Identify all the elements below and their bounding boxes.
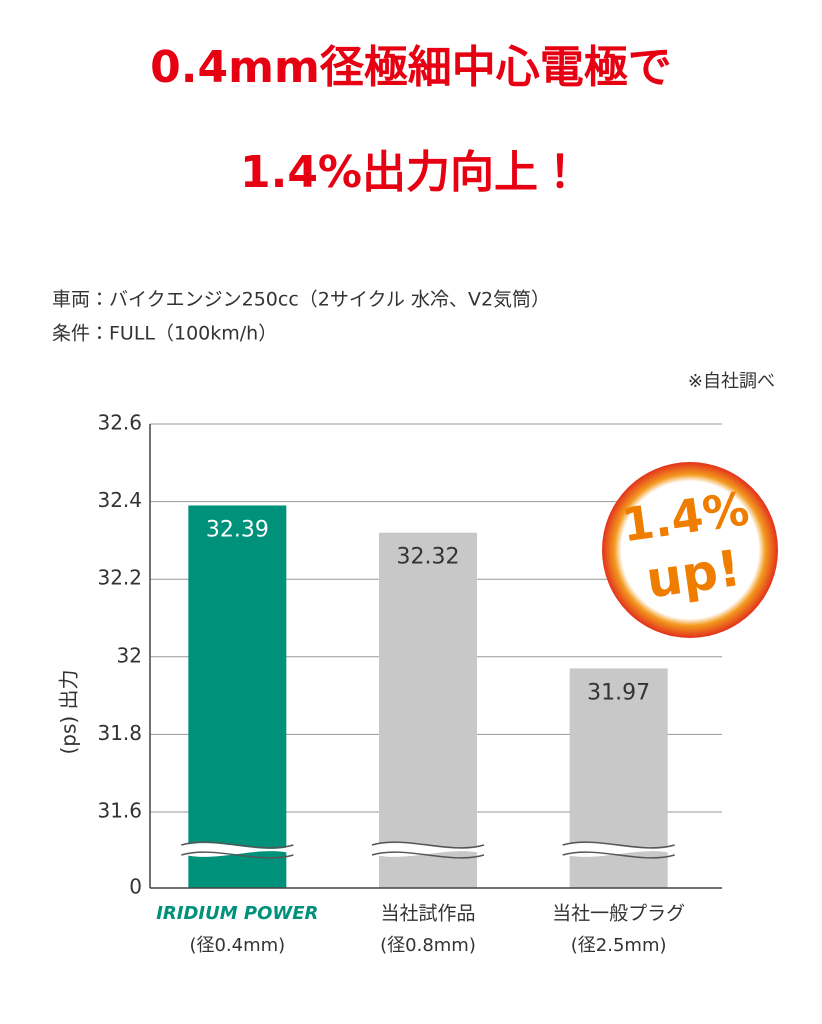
x-tick-label: 当社一般プラグ [552, 903, 685, 925]
bar [379, 532, 477, 888]
badge-text: up! [643, 539, 744, 610]
y-tick-label: 32 [117, 643, 142, 667]
axis-break [371, 841, 485, 859]
chart-title: 0.4mm径極細中心電極で [150, 42, 672, 93]
badge: 1.4% up! [602, 462, 778, 638]
break-line [181, 841, 294, 849]
axis-break [562, 841, 675, 859]
break-line [562, 851, 675, 859]
break-band [181, 843, 294, 857]
value-label: 31.97 [587, 680, 650, 705]
y-tick-label: 32.2 [97, 566, 142, 590]
y-tick-label: 32.4 [97, 488, 142, 512]
break-line [371, 841, 485, 849]
y-tick-label: 31.8 [97, 721, 142, 745]
axis-break [181, 841, 294, 859]
y-tick-label: 31.6 [97, 799, 142, 823]
y-tick-label: 32.6 [97, 411, 142, 435]
x-tick-note: (径2.5mm) [571, 935, 667, 956]
break-band [372, 843, 484, 857]
break-line [371, 851, 485, 859]
break-band [562, 843, 675, 857]
break-line [562, 841, 675, 849]
x-tick-label: 当社試作品 [380, 903, 475, 925]
x-tick-label: IRIDIUM POWER [156, 903, 318, 924]
break-line [181, 851, 294, 859]
y-tick-label: 0 [129, 875, 142, 899]
value-label: 32.32 [397, 545, 460, 570]
source-note: ※自社調べ [688, 371, 775, 392]
note: 条件：FULL（100km/h） [52, 323, 277, 345]
bar [188, 505, 287, 888]
x-tick-note: (径0.4mm) [189, 935, 285, 956]
note: 車両：バイクエンジン250cc（2サイクル 水冷、V2気筒） [52, 289, 550, 311]
x-tick-note: (径0.8mm) [380, 935, 476, 956]
chart-subtitle: 1.4%出力向上！ [240, 147, 582, 198]
y-axis-label: (ps) 出力 [57, 669, 81, 754]
badge-circle [602, 462, 778, 638]
value-label: 32.39 [206, 517, 269, 542]
plot-area: 0 31.6 31.8 32 32.2 32.4 32.6 32.39 IRIDIUM POWE… [97, 411, 722, 956]
